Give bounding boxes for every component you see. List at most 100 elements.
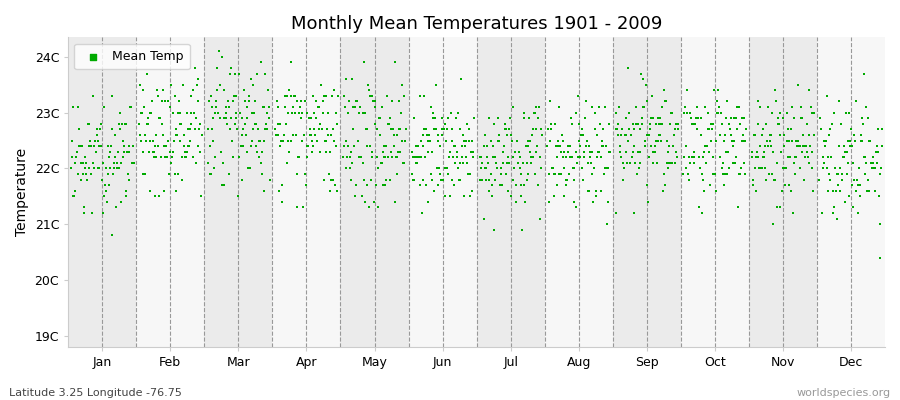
Point <box>670 154 684 160</box>
Point <box>523 137 537 144</box>
Point <box>824 154 838 160</box>
Point <box>684 115 698 122</box>
Point <box>87 165 102 172</box>
Point <box>546 193 561 200</box>
Point <box>77 165 92 172</box>
Point <box>827 165 842 172</box>
Point <box>698 104 713 110</box>
Point <box>553 104 567 110</box>
Point <box>873 171 887 177</box>
Point <box>706 121 720 127</box>
Point <box>343 154 357 160</box>
Point <box>179 148 194 155</box>
Point <box>503 115 517 122</box>
Point <box>84 171 98 177</box>
Point <box>690 104 705 110</box>
Point <box>116 154 130 160</box>
Point <box>77 210 92 216</box>
Point <box>550 154 564 160</box>
Point <box>511 148 526 155</box>
Point <box>718 148 733 155</box>
Point <box>158 98 173 105</box>
Point <box>544 126 559 132</box>
Point <box>638 82 652 88</box>
Point <box>322 171 337 177</box>
Point <box>250 70 265 77</box>
Point <box>576 176 590 183</box>
Point <box>119 121 133 127</box>
Point <box>818 137 832 144</box>
Point <box>236 126 250 132</box>
Point <box>624 160 638 166</box>
Point <box>708 188 723 194</box>
Point <box>527 110 542 116</box>
Point <box>625 132 639 138</box>
Point <box>394 137 409 144</box>
Point <box>282 148 296 155</box>
Point <box>221 98 236 105</box>
Point <box>354 154 368 160</box>
Point <box>804 104 818 110</box>
Point <box>680 87 695 94</box>
Point <box>337 93 351 99</box>
Point <box>849 98 863 105</box>
Point <box>351 137 365 144</box>
Point <box>614 132 628 138</box>
Point <box>506 104 520 110</box>
Point <box>464 188 479 194</box>
Point <box>102 154 116 160</box>
Point <box>707 87 722 94</box>
Point <box>248 98 262 105</box>
Point <box>318 137 332 144</box>
Point <box>573 154 588 160</box>
Point <box>144 110 158 116</box>
Point <box>613 148 627 155</box>
Point <box>104 143 118 149</box>
Point <box>357 199 372 205</box>
Point <box>173 121 187 127</box>
Point <box>714 110 728 116</box>
Point <box>404 171 419 177</box>
Point <box>178 154 193 160</box>
Point <box>147 154 161 160</box>
Point <box>453 176 467 183</box>
Point <box>446 154 461 160</box>
Point <box>422 132 436 138</box>
Point <box>329 188 344 194</box>
Point <box>472 154 487 160</box>
Point <box>328 182 342 188</box>
Point <box>746 182 760 188</box>
Point <box>290 204 304 211</box>
Point <box>581 143 596 149</box>
Point <box>261 87 275 94</box>
Point <box>383 148 398 155</box>
Point <box>616 176 631 183</box>
Point <box>313 148 328 155</box>
Point <box>711 110 725 116</box>
Point <box>845 182 859 188</box>
Point <box>315 126 329 132</box>
Point <box>531 182 545 188</box>
Point <box>557 193 572 200</box>
Point <box>758 143 772 149</box>
Point <box>696 176 710 183</box>
Point <box>587 165 601 172</box>
Point <box>851 165 866 172</box>
Point <box>321 110 336 116</box>
Point <box>374 160 389 166</box>
Point <box>285 132 300 138</box>
Point <box>514 171 528 177</box>
Point <box>765 171 779 177</box>
Point <box>205 104 220 110</box>
Point <box>461 171 475 177</box>
Point <box>760 143 775 149</box>
Point <box>562 171 576 177</box>
Point <box>445 137 459 144</box>
Point <box>282 87 296 94</box>
Point <box>208 110 222 116</box>
Point <box>152 193 166 200</box>
Point <box>689 115 704 122</box>
Point <box>796 143 811 149</box>
Point <box>769 98 783 105</box>
Point <box>137 104 151 110</box>
